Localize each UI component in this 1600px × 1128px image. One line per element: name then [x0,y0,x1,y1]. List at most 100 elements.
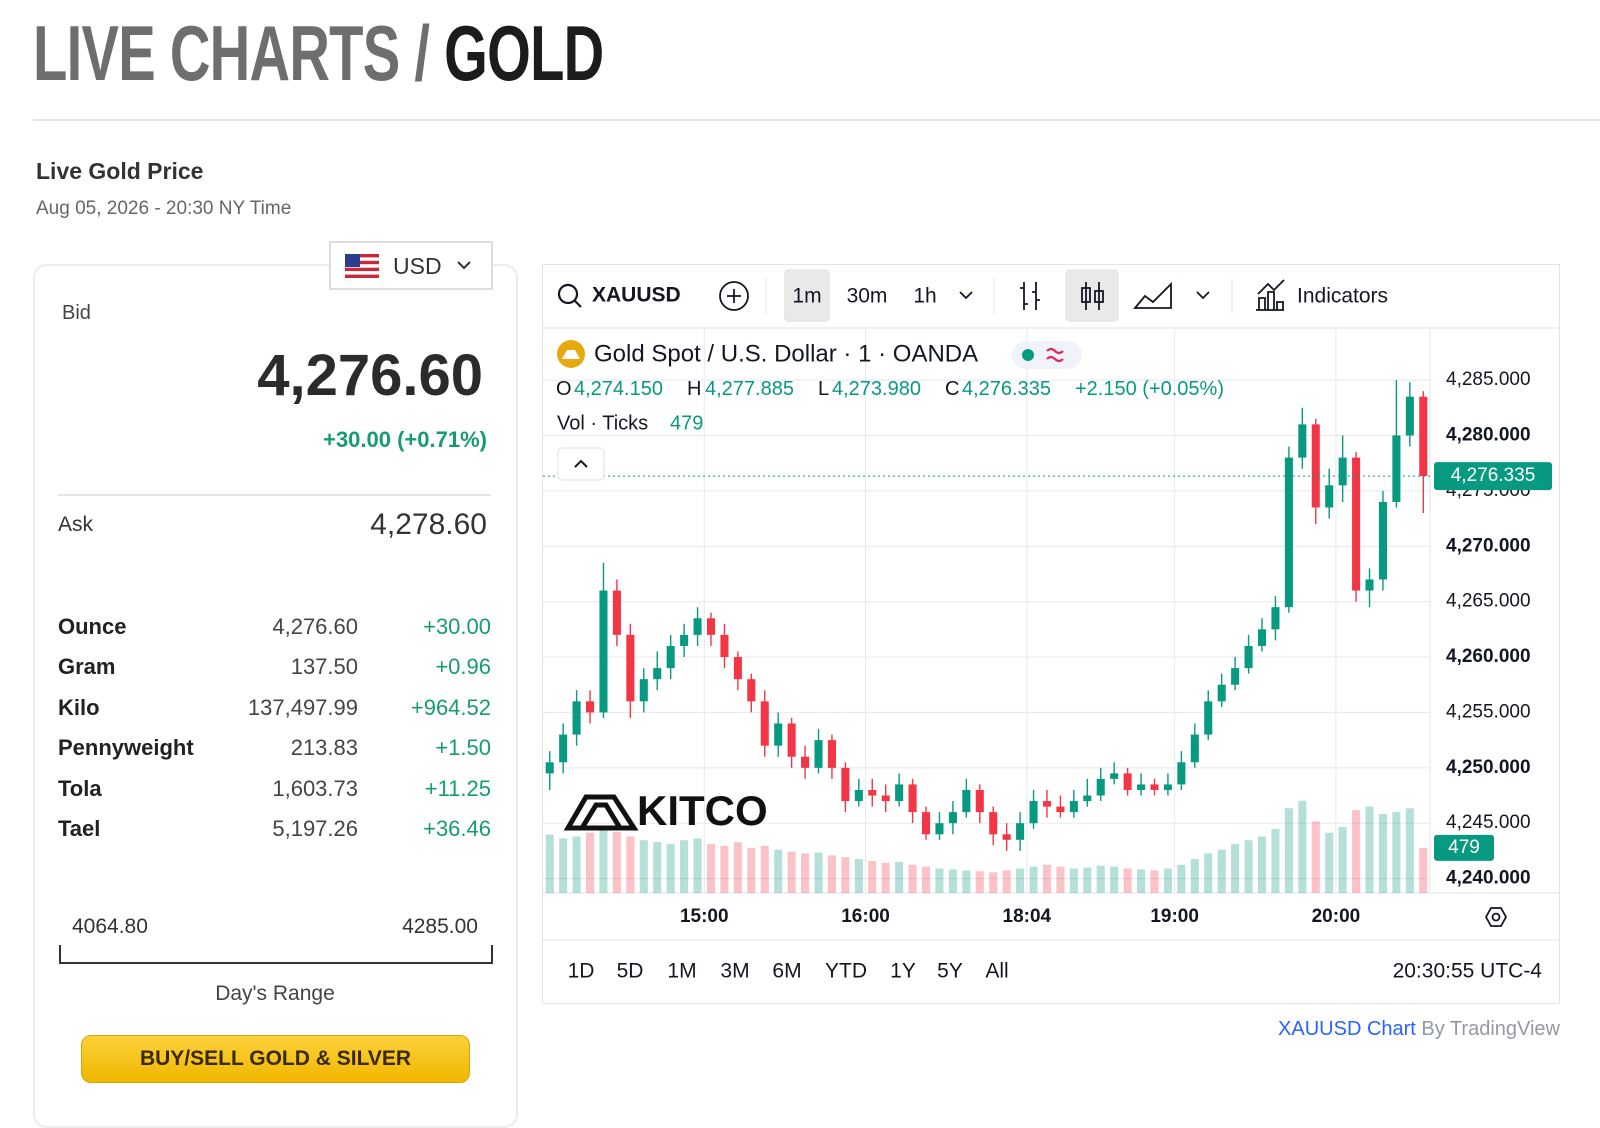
symbol-clip: XAUUSD [592,284,681,307]
indicators-button[interactable]: Indicators [1297,285,1388,308]
interval[interactable]: 30m [847,285,888,308]
candle-body [1419,396,1428,477]
chevron-icon[interactable] [959,291,973,300]
candle-body [787,723,796,757]
range-button[interactable]: 5D [617,960,644,983]
last-price-label: 4,276.335 [1451,465,1536,486]
volume-bar [586,832,595,893]
range-button[interactable]: 6M [772,960,801,983]
area-icon[interactable] [1133,281,1172,309]
range-button[interactable]: All [985,960,1008,983]
range-button[interactable]: YTD [825,960,867,983]
candle-body [1271,607,1280,630]
volume-bar [814,852,823,893]
attribution: XAUUSD Chart By TradingView [1278,1018,1560,1041]
candle-body [1231,668,1240,685]
volume-bar [599,827,608,893]
unit-price: 1,603.73 [272,775,358,801]
candle-body [1244,645,1253,669]
candle-body [572,701,581,735]
volume-bar [1163,868,1172,893]
volume-bar [1002,870,1011,893]
range-button[interactable]: 1Y [890,960,916,983]
volume-bar [1338,827,1347,893]
interval[interactable]: 1h [913,285,936,308]
range-bar: 1D 5D 1M 3M 6M YTD 1Y 5Y All [568,960,1009,983]
y-tick-label: 4,250.000 [1446,757,1531,778]
ohlc-legend: O 4,274.150 H 4,277.885 L 4,273.980 C 4,… [556,378,1224,400]
candle-body [1016,823,1025,840]
range-button[interactable]: 1D [568,960,595,983]
volume-bar [626,836,635,893]
y-tick-label: 4,280.000 [1446,424,1531,445]
candle-body [626,634,635,702]
unit-name: Pennyweight [58,735,194,761]
candle-body [841,767,850,802]
volume-bar [854,859,863,893]
volume-bar [680,840,689,893]
candle-body [1069,801,1078,813]
market-open-dot [1022,349,1034,361]
interval[interactable]: 1m [792,285,821,308]
add-symbol-icon[interactable] [719,281,749,311]
candle-body [1217,684,1226,702]
candles-icon[interactable] [1085,282,1100,310]
range-bar [59,945,493,964]
candle-body [1352,457,1361,591]
toolbar: XAUUSD 1m 30m 1h Indicators [542,269,1560,329]
x-tick-label: 20:00 [1312,906,1361,927]
divider [58,494,491,496]
legend-value: 4,273.980 [832,378,921,400]
volume-bar [733,842,742,893]
volume-bar [666,844,675,893]
range-high: 4285.00 [402,915,478,938]
chevron-icon[interactable] [1196,291,1210,300]
volume-bar [1123,868,1132,893]
bid-change: +30.00 (+0.71%) [323,427,487,452]
collapse-button[interactable] [557,447,605,481]
candle-body [612,590,621,635]
candle-body [1257,629,1267,646]
volume-bar [1190,859,1199,893]
candle-body [1365,579,1374,591]
ask-label: Ask [58,513,94,536]
symbol[interactable]: XAUUSD [592,284,681,307]
candle-body [975,789,984,813]
divider [33,119,1600,121]
volume-bar [1244,840,1253,893]
candle-body [1137,784,1146,790]
bid-price: 4,276.60 [257,343,483,408]
settings-icon [1491,912,1501,922]
search-icon [557,283,579,305]
volume-bar [559,838,568,893]
unit-change: +1.50 [435,735,491,761]
candle-body [854,789,863,802]
currency-select[interactable]: USD [329,241,493,290]
candle-body [693,618,702,635]
candle-body [639,679,648,702]
unit-price: 137,497.99 [247,694,358,720]
volume-bar [827,855,836,893]
buy-sell-button[interactable]: BUY/SELL GOLD & SILVER [81,1035,470,1083]
chart-type-active-bg [1065,269,1119,322]
bars-icon[interactable] [1020,282,1040,310]
volume-bar [1284,808,1293,893]
attribution-text: By TradingView [1421,1018,1560,1040]
attribution-link[interactable]: XAUUSD Chart [1278,1018,1416,1040]
volume-bar [1204,853,1213,893]
legend-key: L [818,378,829,400]
range-label: Day's Range [215,982,335,1005]
range-button[interactable]: 1M [667,960,696,983]
range-button[interactable]: 3M [720,960,749,983]
unit-name: Gram [58,654,116,680]
unit-name: Kilo [58,694,100,720]
settings-icon[interactable] [1484,907,1508,927]
range-button[interactable]: 5Y [937,960,963,983]
volume-bar [962,870,971,893]
clock: 20:30:55 UTC-4 [1393,960,1543,983]
indicators-icon[interactable] [1256,279,1285,311]
legend-value: 4,277.885 [705,378,794,400]
volume-bar [545,834,554,893]
kitco-logo-text: KITCO [637,787,768,834]
volume-bar [1352,810,1361,893]
